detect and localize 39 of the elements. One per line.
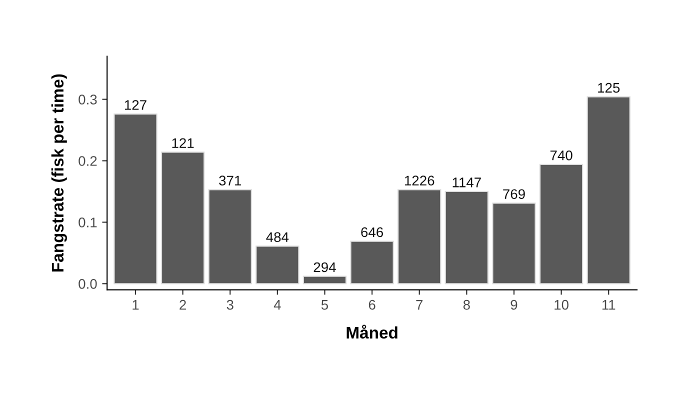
x-tick-label: 7 bbox=[416, 300, 423, 310]
x-tick-label: 11 bbox=[602, 300, 616, 310]
x-tick-label: 8 bbox=[463, 300, 470, 310]
annotation: 769 bbox=[503, 189, 525, 200]
x-tick-label: 1 bbox=[132, 300, 139, 310]
y-axis-title: Fangstrate (fisk per time) bbox=[51, 74, 67, 272]
y-tick-label: 0.2 bbox=[78, 156, 97, 166]
annotation: 127 bbox=[124, 100, 146, 110]
annotation: 740 bbox=[550, 150, 572, 160]
x-tick-label: 6 bbox=[368, 300, 376, 310]
bar bbox=[350, 240, 394, 284]
x-tick-label: 3 bbox=[226, 300, 234, 310]
bar bbox=[256, 246, 300, 284]
annotation: 484 bbox=[266, 232, 289, 242]
bar bbox=[539, 164, 584, 284]
annotation: 125 bbox=[598, 82, 620, 93]
bar bbox=[208, 189, 252, 284]
annotation: 294 bbox=[314, 262, 336, 272]
x-tick-label: 10 bbox=[554, 300, 568, 310]
annotation: 1226 bbox=[404, 176, 434, 186]
bar bbox=[492, 202, 536, 284]
x-tick-label: 2 bbox=[180, 300, 186, 310]
x-tick-label: 5 bbox=[321, 300, 328, 310]
x-axis-title: Måned bbox=[346, 324, 398, 339]
bar bbox=[398, 189, 442, 284]
bar bbox=[586, 96, 630, 284]
bar bbox=[302, 276, 347, 284]
bar bbox=[160, 152, 205, 284]
annotation: 121 bbox=[172, 138, 194, 148]
bar bbox=[444, 190, 489, 284]
x-tick-label: 4 bbox=[274, 300, 281, 310]
bar bbox=[114, 114, 158, 284]
annotation: 371 bbox=[219, 176, 242, 186]
y-tick-label: 0.1 bbox=[78, 218, 97, 228]
annotation: 1147 bbox=[452, 178, 481, 188]
annotation: 646 bbox=[361, 227, 384, 238]
y-tick-label: 0.0 bbox=[78, 279, 97, 289]
y-tick-label: 0.3 bbox=[78, 94, 97, 104]
x-tick-label: 9 bbox=[510, 300, 518, 310]
